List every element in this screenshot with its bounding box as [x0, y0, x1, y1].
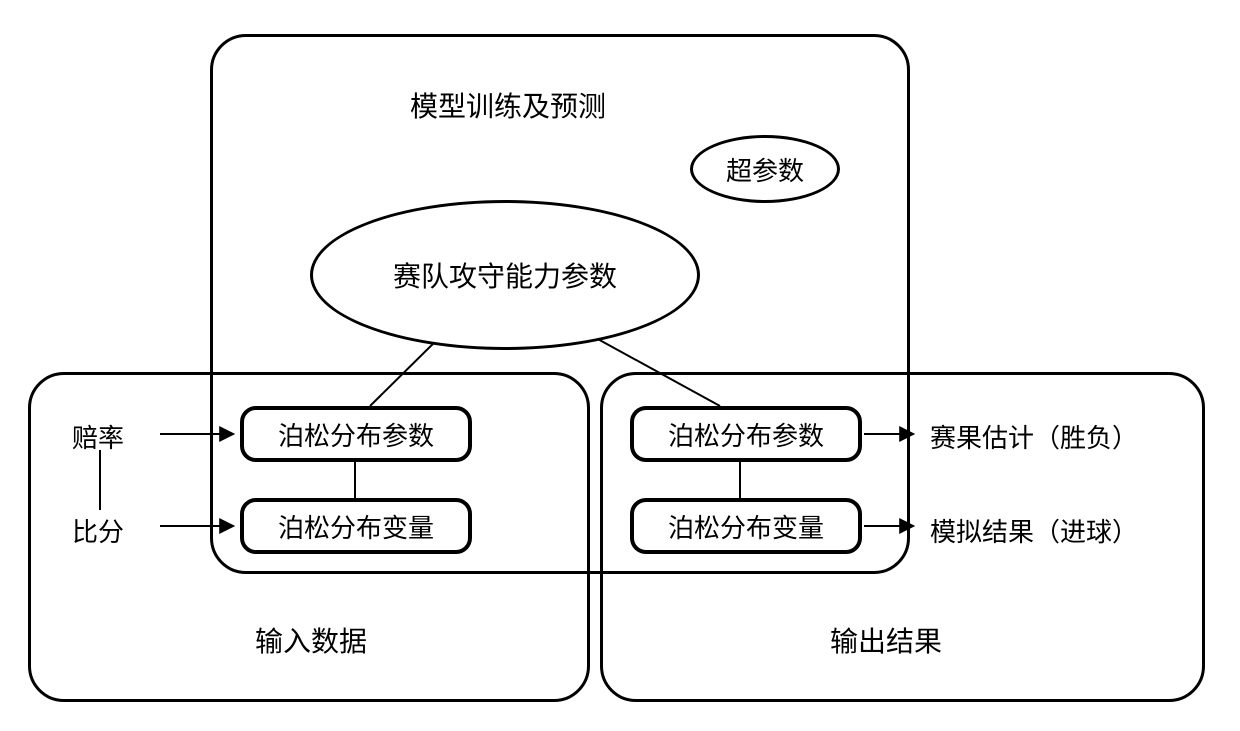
- left-poisson-param-box: 泊松分布参数: [240, 406, 472, 462]
- label-result-est: 赛果估计（胜负）: [930, 418, 1138, 455]
- left-poisson-var-label: 泊松分布变量: [278, 508, 434, 545]
- ellipse-hyperparam: 超参数: [690, 135, 840, 203]
- left-poisson-var-box: 泊松分布变量: [240, 498, 472, 554]
- right-poisson-param-label: 泊松分布参数: [668, 416, 824, 453]
- right-poisson-param-box: 泊松分布参数: [630, 406, 862, 462]
- left-poisson-param-label: 泊松分布参数: [278, 416, 434, 453]
- right-panel-title: 输出结果: [830, 620, 942, 660]
- ellipse-hyperparam-label: 超参数: [726, 151, 804, 188]
- top-title: 模型训练及预测: [410, 85, 606, 125]
- right-poisson-var-box: 泊松分布变量: [630, 498, 862, 554]
- label-sim-result: 模拟结果（进球）: [930, 512, 1138, 549]
- ellipse-main: 赛队攻守能力参数: [310, 200, 700, 350]
- diagram-canvas: 模型训练及预测 超参数 赛队攻守能力参数 泊松分布参数 泊松分布变量 泊松分布参…: [0, 0, 1240, 731]
- label-score: 比分: [72, 512, 124, 549]
- left-panel-title: 输入数据: [255, 620, 367, 660]
- right-poisson-var-label: 泊松分布变量: [668, 508, 824, 545]
- label-odds: 赔率: [72, 418, 124, 455]
- ellipse-main-label: 赛队攻守能力参数: [393, 255, 617, 295]
